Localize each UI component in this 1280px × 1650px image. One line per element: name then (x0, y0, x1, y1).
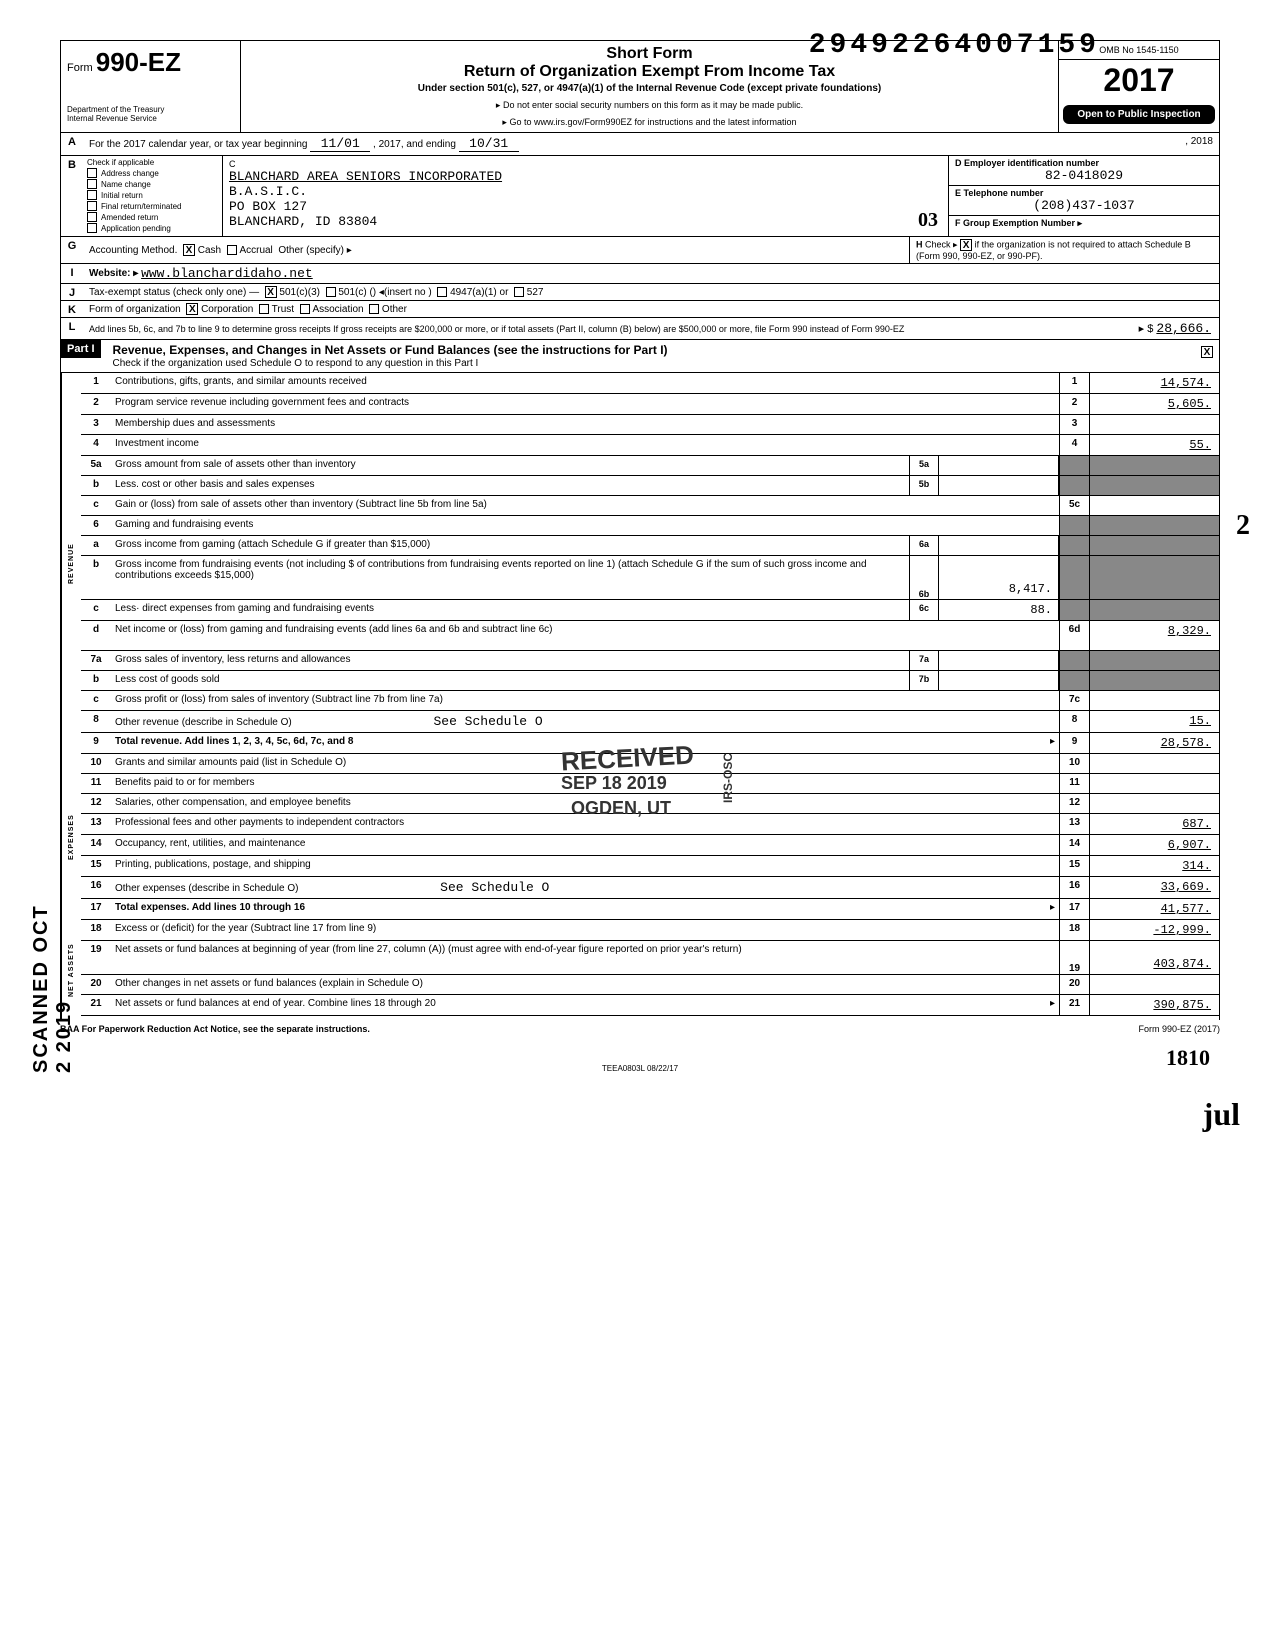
form-number: 990-EZ (96, 47, 181, 77)
checkbox-accrual[interactable] (227, 245, 237, 255)
checkbox-501c3[interactable]: X (265, 286, 277, 298)
revenue-side-label: REVENUE (61, 373, 81, 754)
line-g-h: G Accounting Method. X Cash Accrual Othe… (60, 237, 1220, 264)
checkbox-address-change[interactable] (87, 168, 97, 178)
line7c-value (1089, 691, 1219, 710)
line16-value: 33,669. (1089, 877, 1219, 898)
org-addr2: BLANCHARD, ID 83804 (229, 214, 942, 229)
scanned-stamp: SCANNED OCT 2 2019 (30, 890, 76, 1073)
line6c-value: 88. (939, 600, 1059, 620)
irs-osc-stamp: IRS-OSC (721, 753, 735, 803)
phone: (208)437-1037 (955, 198, 1213, 213)
return-title: Return of Organization Exempt From Incom… (249, 63, 1050, 81)
gross-receipts: 28,666. (1156, 321, 1211, 336)
ssn-warning: ▸ Do not enter social security numbers o… (249, 100, 1050, 111)
line-a: A For the 2017 calendar year, or tax yea… (60, 133, 1220, 156)
part1-table: REVENUE 1Contributions, gifts, grants, a… (60, 373, 1220, 1020)
line11-value (1089, 774, 1219, 793)
line10-value (1089, 754, 1219, 773)
checkbox-assoc[interactable] (300, 304, 310, 314)
handwritten-1810: 1810 (1166, 1045, 1210, 1071)
checkbox-trust[interactable] (259, 304, 269, 314)
footer-mid: TEEA0803L 08/22/17 (60, 1064, 1220, 1073)
page-footer: BAA For Paperwork Reduction Act Notice, … (60, 1024, 1220, 1034)
part1-title: Revenue, Expenses, and Changes in Net As… (107, 340, 674, 360)
line21-value: 390,875. (1089, 995, 1219, 1015)
entity-block: B Check if applicable Address change Nam… (60, 156, 1220, 237)
checkbox-corp[interactable]: X (186, 303, 198, 315)
line-f: F Group Exemption Number ▸ (949, 216, 1219, 231)
line14-value: 6,907. (1089, 835, 1219, 855)
line2-value: 5,605. (1089, 394, 1219, 414)
tax-year-end: 10/31 (459, 136, 519, 152)
line3-value (1089, 415, 1219, 434)
part1-label: Part I (61, 340, 101, 358)
line-j: J Tax-exempt status (check only one) — X… (60, 284, 1220, 301)
line13-value: 687. (1089, 814, 1219, 834)
line7a-value (939, 651, 1059, 670)
checkbox-501c[interactable] (326, 287, 336, 297)
line-k: K Form of organization X Corporation Tru… (60, 301, 1220, 318)
checkbox-other-org[interactable] (369, 304, 379, 314)
website: www.blanchardidaho.net (141, 266, 313, 281)
ein: 82-0418029 (955, 168, 1213, 183)
checkbox-h[interactable]: X (960, 239, 972, 251)
line12-value (1089, 794, 1219, 813)
footer-right: Form 990-EZ (2017) (1138, 1024, 1220, 1034)
dept-treasury: Department of the Treasury Internal Reve… (67, 106, 234, 124)
line-h: H Check ▸ X if the organization is not r… (909, 237, 1219, 263)
open-public-badge: Open to Public Inspection (1063, 105, 1215, 124)
ogden-stamp: OGDEN, UT (571, 798, 671, 819)
dln-number: 29492264007159 (809, 30, 1100, 61)
org-name: BLANCHARD AREA SENIORS INCORPORATED (229, 169, 942, 184)
checkbox-527[interactable] (514, 287, 524, 297)
handwritten-initials: jul (1203, 1096, 1240, 1133)
form-page: 29492264007159 Form 990-EZ Department of… (60, 40, 1220, 1073)
checkbox-initial-return[interactable] (87, 190, 97, 200)
line1-value: 14,574. (1089, 373, 1219, 393)
checkbox-name-change[interactable] (87, 179, 97, 189)
footer-left: BAA For Paperwork Reduction Act Notice, … (60, 1024, 370, 1034)
line9-value: 28,578. (1089, 733, 1219, 753)
line-c-name-block: C BLANCHARD AREA SENIORS INCORPORATED B.… (223, 156, 949, 236)
line5b-value (939, 476, 1059, 495)
checkbox-cash[interactable]: X (183, 244, 195, 256)
checkbox-schedule-o[interactable]: X (1201, 346, 1213, 358)
tax-year-begin: 11/01 (310, 136, 370, 152)
handwritten-03: 03 (918, 209, 938, 232)
checkbox-app-pending[interactable] (87, 223, 97, 233)
line-d: D Employer identification number 82-0418… (949, 156, 1219, 186)
part1-header: Part I Revenue, Expenses, and Changes in… (60, 340, 1220, 373)
tax-year: 2017 (1059, 60, 1219, 101)
line6a-value (939, 536, 1059, 555)
line6d-value: 8,329. (1089, 621, 1219, 650)
line8-value: 15. (1089, 711, 1219, 732)
lines-d-e-f: D Employer identification number 82-0418… (949, 156, 1219, 236)
header-left: Form 990-EZ Department of the Treasury I… (61, 41, 241, 132)
org-dba: B.A.S.I.C. (229, 184, 942, 199)
line-e: E Telephone number (208)437-1037 (949, 186, 1219, 216)
checkbox-4947[interactable] (437, 287, 447, 297)
checkbox-final-return[interactable] (87, 201, 97, 211)
line7b-value (939, 671, 1059, 690)
line19-value: 403,874. (1089, 941, 1219, 974)
line5a-value (939, 456, 1059, 475)
sep-date-stamp: SEP 18 2019 (561, 773, 667, 794)
line18-value: -12,999. (1089, 920, 1219, 940)
line-l: L Add lines 5b, 6c, and 7b to line 9 to … (60, 318, 1220, 340)
line4-value: 55. (1089, 435, 1219, 455)
line-b-checks: Check if applicable Address change Name … (83, 156, 223, 236)
goto-instr: ▸ Go to www.irs.gov/Form990EZ for instru… (249, 117, 1050, 128)
line17-value: 41,577. (1089, 899, 1219, 919)
line15-value: 314. (1089, 856, 1219, 876)
line-i: I Website: ▸ www.blanchardidaho.net (60, 264, 1220, 284)
checkbox-amended[interactable] (87, 212, 97, 222)
form-prefix: Form (67, 62, 93, 74)
org-addr1: PO BOX 127 (229, 199, 942, 214)
line20-value (1089, 975, 1219, 994)
handwritten-2: 2 (1236, 510, 1250, 542)
line6b-value: 8,417. (939, 556, 1059, 599)
line5c-value (1089, 496, 1219, 515)
subtitle: Under section 501(c), 527, or 4947(a)(1)… (249, 83, 1050, 94)
